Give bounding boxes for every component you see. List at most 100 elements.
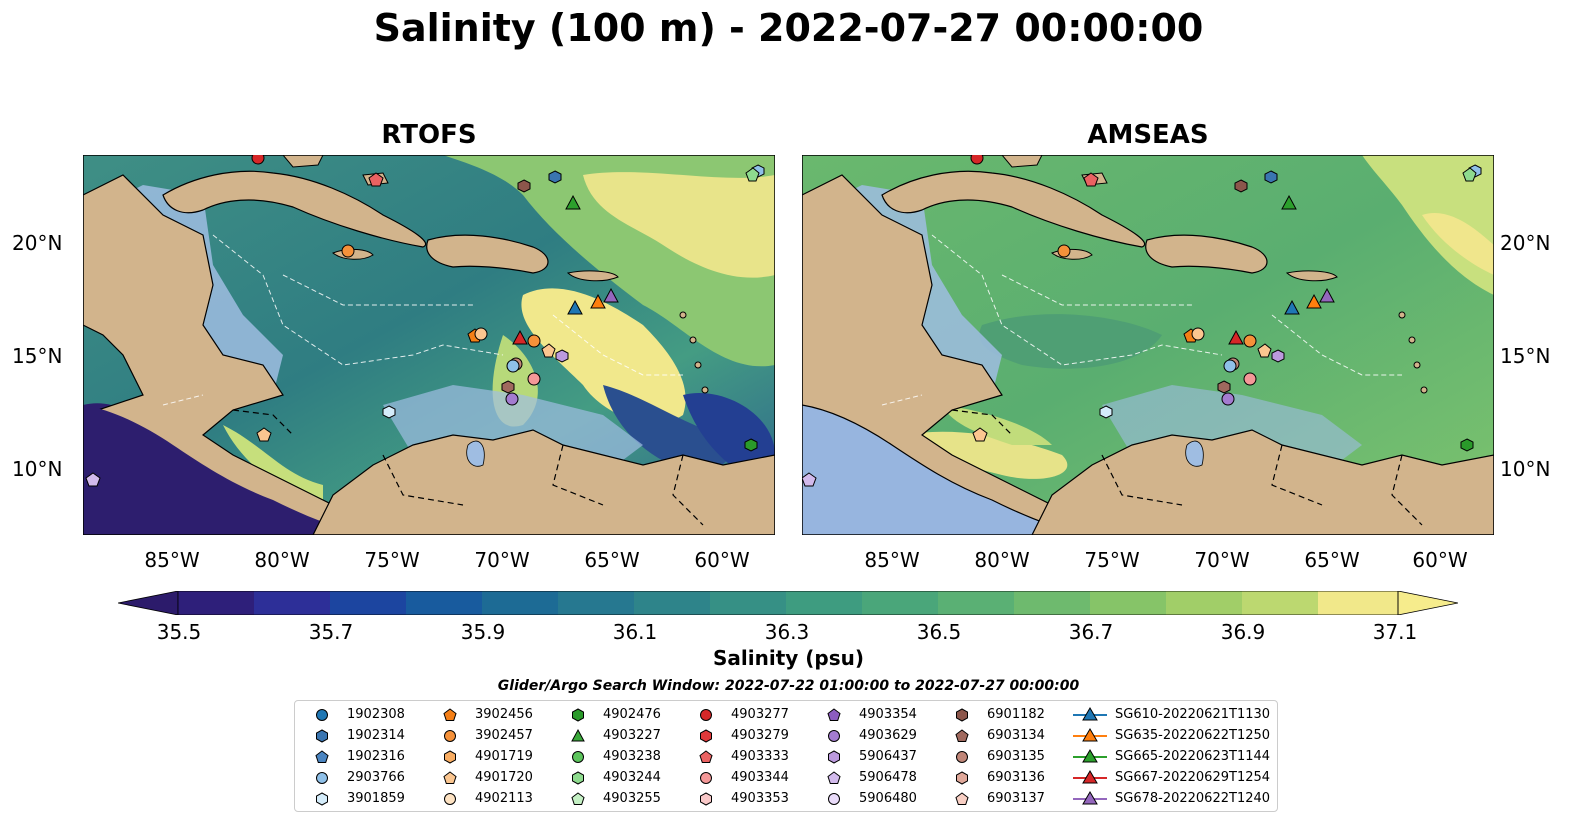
legend-marker-icon <box>956 708 968 722</box>
legend-marker-icon <box>572 708 584 722</box>
legend-marker-icon <box>1073 791 1107 805</box>
legend-label: 1902314 <box>347 728 405 743</box>
lon-label-left-75: 75°W <box>364 548 420 572</box>
legend-label: 3902457 <box>475 728 533 743</box>
legend-marker-icon <box>700 709 712 721</box>
legend-marker-icon <box>571 792 585 805</box>
legend-marker-icon <box>1073 728 1107 742</box>
legend-label: 4903255 <box>603 791 661 806</box>
legend-label: SG667-20220629T1254 <box>1115 770 1271 785</box>
lon-label-left-60: 60°W <box>694 548 750 572</box>
colorbar-label: Salinity (psu) <box>712 646 864 670</box>
lon-label-right-70: 70°W <box>1194 548 1250 572</box>
legend-marker-icon <box>315 750 329 763</box>
legend-marker-icon <box>700 772 712 784</box>
lat-label-left-10: 10°N <box>12 457 63 481</box>
panel-title-rtofs: RTOFS <box>381 120 477 150</box>
legend-label: 4903227 <box>603 728 661 743</box>
lon-label-right-85: 85°W <box>864 548 920 572</box>
legend-label: 4903279 <box>731 728 789 743</box>
legend-label: 3901859 <box>347 791 405 806</box>
legend-marker-icon <box>1073 749 1107 763</box>
lon-label-right-80: 80°W <box>974 548 1030 572</box>
page-title: Salinity (100 m) - 2022-07-27 00:00:00 <box>373 6 1204 50</box>
legend-label: 3902456 <box>475 707 533 722</box>
lon-label-right-60: 60°W <box>1412 548 1468 572</box>
search-window-text: Glider/Argo Search Window: 2022-07-22 01… <box>497 678 1080 694</box>
legend-marker-icon <box>828 730 840 742</box>
map-rtofs[interactable] <box>83 155 775 535</box>
legend-label: SG665-20220623T1144 <box>1115 749 1271 764</box>
cb-tick-36-9: 36.9 <box>1220 620 1266 644</box>
legend-label: 6903136 <box>987 770 1045 785</box>
legend-marker-icon <box>316 792 328 806</box>
legend-marker-icon <box>828 750 840 764</box>
legend-marker-icon <box>1073 770 1107 784</box>
legend-label: 5906478 <box>859 770 917 785</box>
legend-label: 4903344 <box>731 770 789 785</box>
legend-marker-icon <box>443 771 457 784</box>
legend-marker-icon <box>316 709 328 721</box>
legend-label: 6903137 <box>987 791 1045 806</box>
legend-label: 4902113 <box>475 791 533 806</box>
rtofs-markers <box>85 155 765 487</box>
lat-label-right-15: 15°N <box>1500 344 1551 368</box>
legend: 1902308 1902314 1902316 2903766 3901859 39024… <box>294 700 1278 812</box>
legend-label: SG610-20220621T1130 <box>1115 707 1271 722</box>
legend-marker-icon <box>956 771 968 785</box>
legend-label: 1902308 <box>347 707 405 722</box>
legend-marker-icon <box>444 793 456 805</box>
legend-label: 4903244 <box>603 770 661 785</box>
legend-marker-icon <box>956 751 968 763</box>
cb-tick-36-1: 36.1 <box>612 620 658 644</box>
legend-marker-icon <box>955 792 969 805</box>
legend-label: 6901182 <box>987 707 1045 722</box>
lat-label-left-20: 20°N <box>12 231 63 255</box>
legend-marker-icon <box>700 792 712 806</box>
legend-marker-icon <box>827 708 841 721</box>
cb-tick-35-9: 35.9 <box>460 620 506 644</box>
legend-label: SG635-20220622T1250 <box>1115 728 1271 743</box>
lon-label-right-75: 75°W <box>1084 548 1140 572</box>
cb-tick-36-5: 36.5 <box>916 620 962 644</box>
legend-marker-icon <box>444 750 456 764</box>
legend-label: 6903135 <box>987 749 1045 764</box>
legend-marker-icon <box>955 729 969 742</box>
legend-label: 5906480 <box>859 791 917 806</box>
legend-label: 4901720 <box>475 770 533 785</box>
legend-label: 4901719 <box>475 749 533 764</box>
legend-label: 4903629 <box>859 728 917 743</box>
cb-tick-37-1: 37.1 <box>1372 620 1418 644</box>
lon-label-left-65: 65°W <box>584 548 640 572</box>
legend-marker-icon <box>316 772 328 784</box>
legend-label: 5906437 <box>859 749 917 764</box>
legend-marker-icon <box>571 728 585 742</box>
legend-label: 4903238 <box>603 749 661 764</box>
lat-label-left-15: 15°N <box>12 344 63 368</box>
legend-marker-icon <box>827 771 841 784</box>
cb-tick-36-3: 36.3 <box>764 620 810 644</box>
legend-marker-icon <box>1073 707 1107 721</box>
cb-tick-35-7: 35.7 <box>308 620 354 644</box>
legend-marker-icon <box>316 729 328 743</box>
legend-marker-icon <box>443 708 457 721</box>
legend-label: 4903277 <box>731 707 789 722</box>
lon-label-left-85: 85°W <box>144 548 200 572</box>
lon-label-left-70: 70°W <box>474 548 530 572</box>
map-amseas[interactable] <box>802 155 1494 535</box>
legend-marker-icon <box>572 771 584 785</box>
lon-label-left-80: 80°W <box>254 548 310 572</box>
lon-label-right-65: 65°W <box>1304 548 1360 572</box>
legend-label: SG678-20220622T1240 <box>1115 791 1271 806</box>
legend-marker-icon <box>444 730 456 742</box>
cb-tick-36-7: 36.7 <box>1068 620 1114 644</box>
lat-label-right-10: 10°N <box>1500 457 1551 481</box>
panel-title-amseas: AMSEAS <box>1087 120 1209 150</box>
lat-label-right-20: 20°N <box>1500 231 1551 255</box>
legend-label: 4903333 <box>731 749 789 764</box>
legend-label: 2903766 <box>347 770 405 785</box>
legend-marker-icon <box>572 751 584 763</box>
legend-label: 6903134 <box>987 728 1045 743</box>
legend-label: 1902316 <box>347 749 405 764</box>
colorbar <box>118 591 1458 615</box>
